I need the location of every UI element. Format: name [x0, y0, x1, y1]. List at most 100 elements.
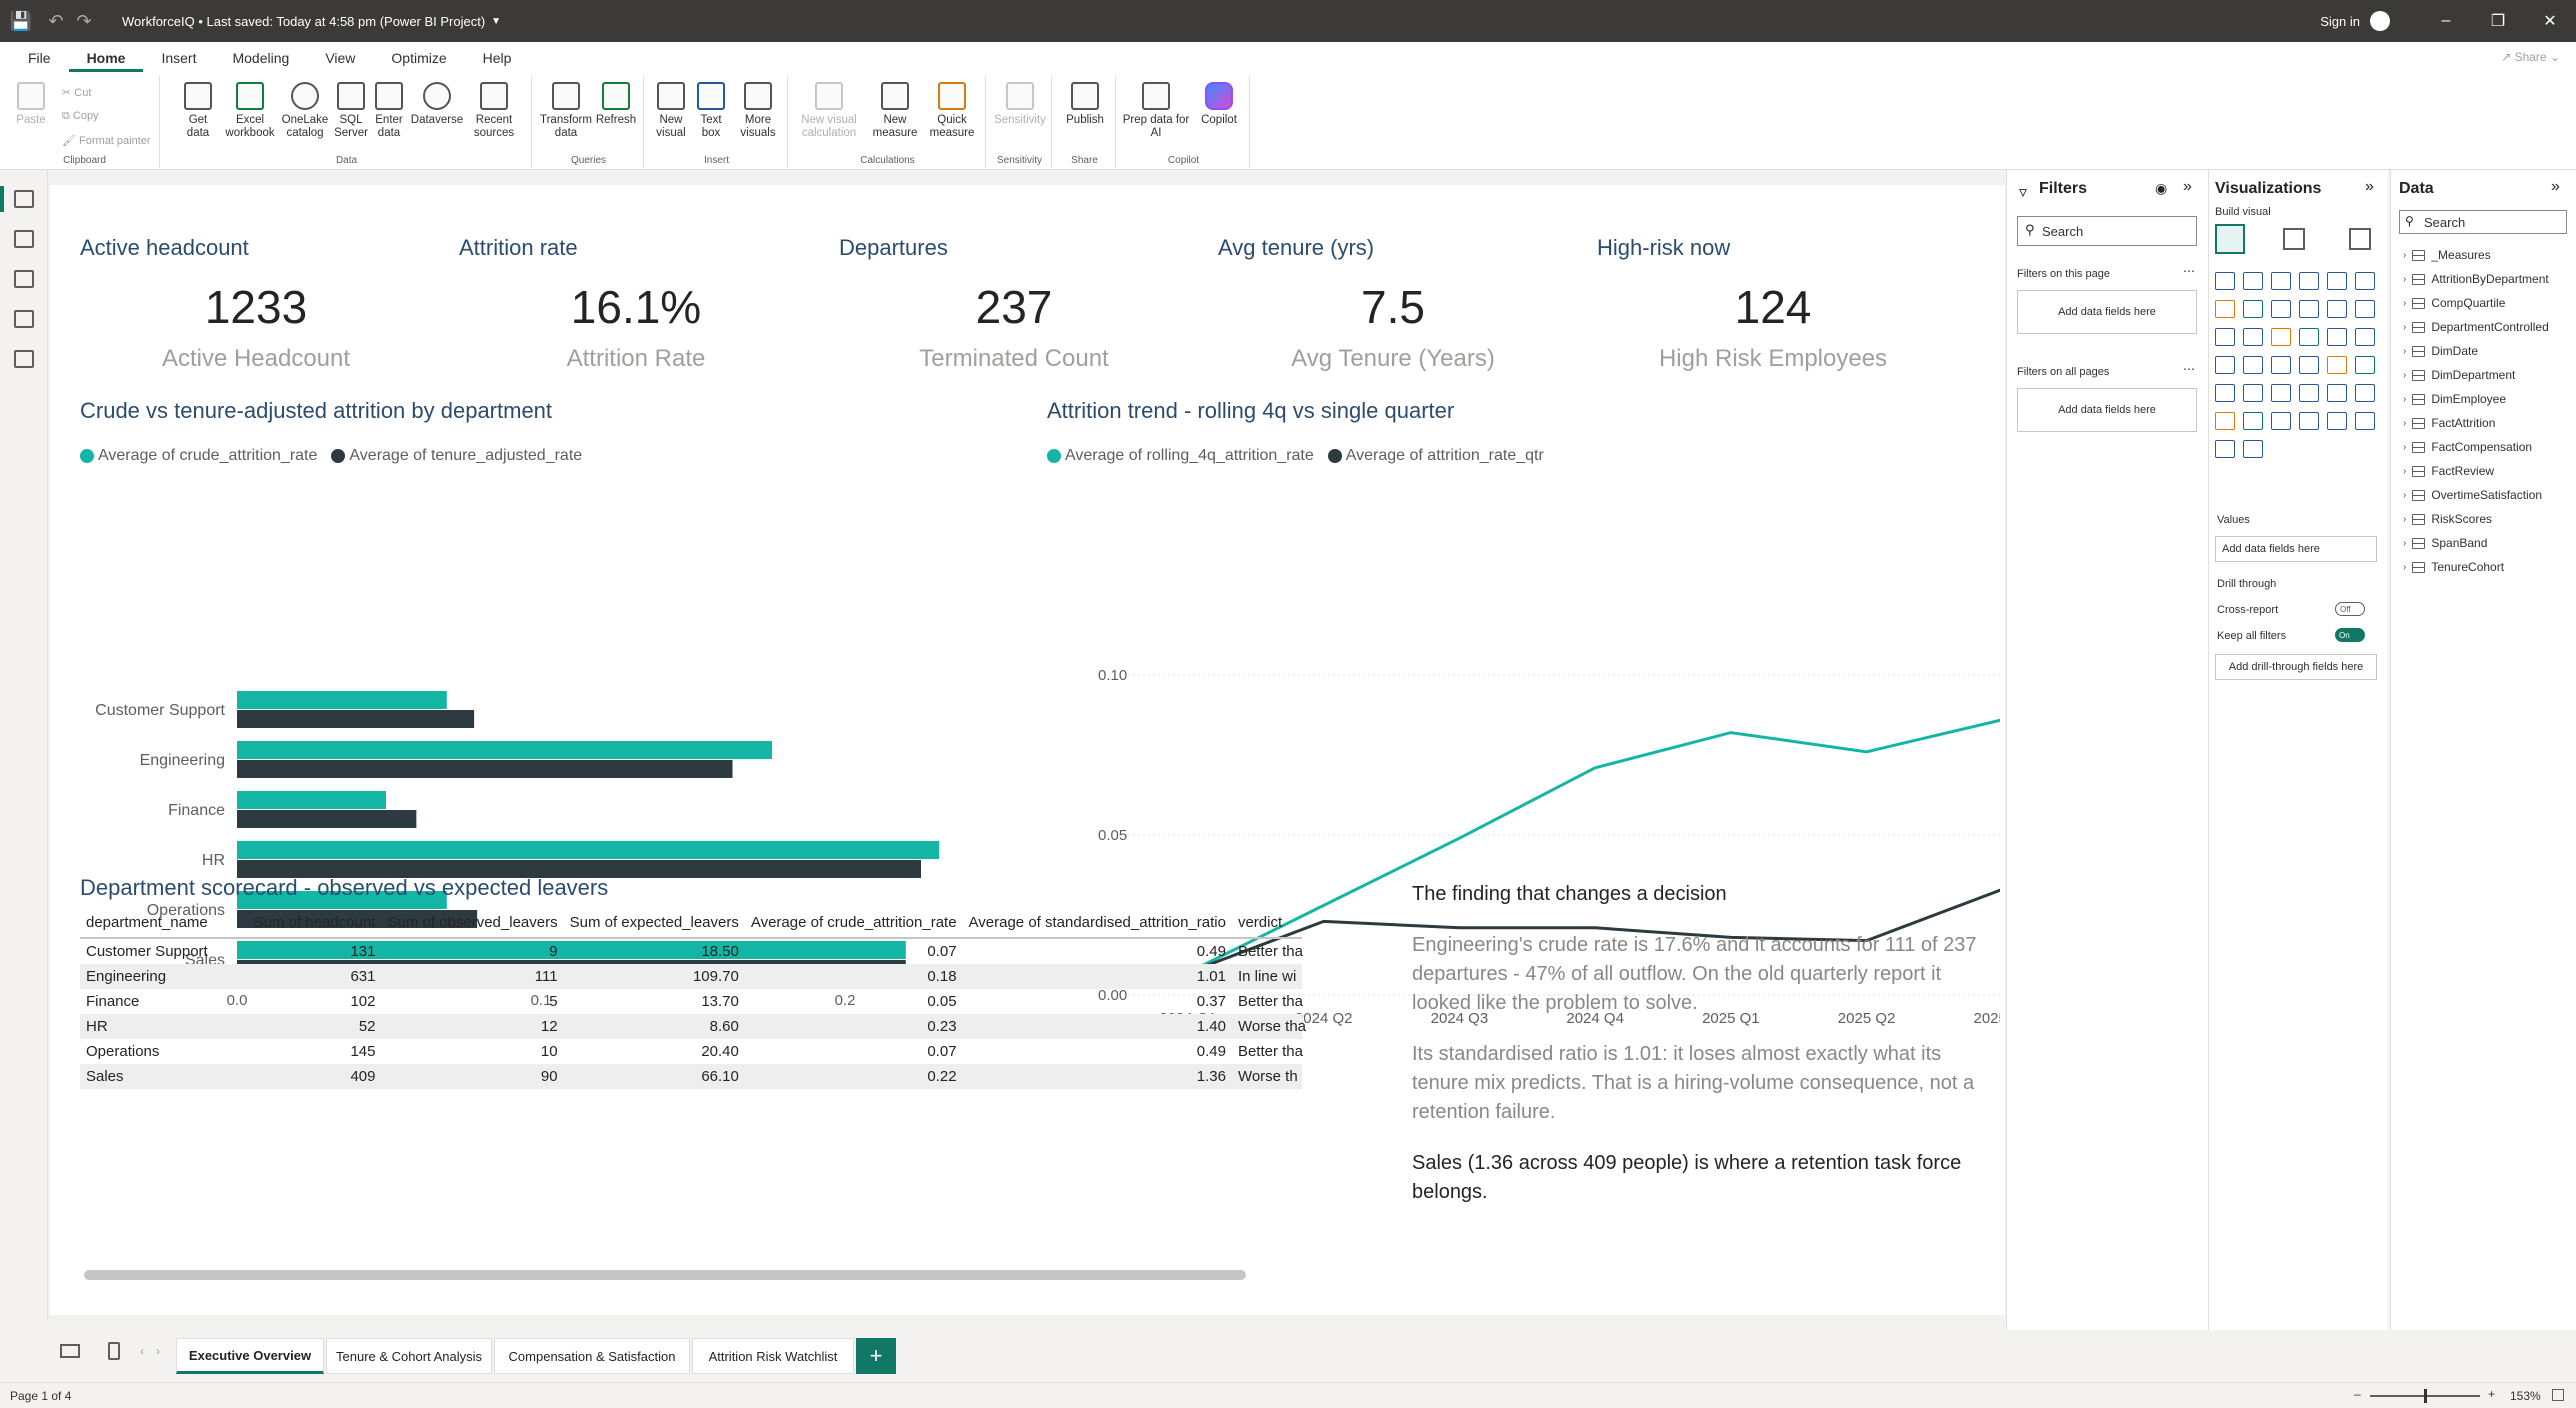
- narrative-text-box[interactable]: The finding that changes a decision Engi…: [1412, 880, 1982, 1229]
- table-row[interactable]: Customer Support 131 9 18.50 0.07 0.49 Better …: [80, 938, 1303, 964]
- new-measure-button[interactable]: New measure: [870, 82, 920, 140]
- fit-page-icon[interactable]: [2552, 1389, 2564, 1401]
- visual-type-icon[interactable]: [2271, 356, 2291, 374]
- more-options-icon[interactable]: ⋯: [2183, 264, 2195, 278]
- visual-type-icon[interactable]: [2271, 384, 2291, 402]
- expand-chevron-icon[interactable]: ›: [2403, 441, 2407, 453]
- new-visual-button[interactable]: New visual: [654, 82, 688, 140]
- avatar-icon[interactable]: [2370, 11, 2390, 31]
- visual-type-icon[interactable]: [2355, 328, 2375, 346]
- get-data-button[interactable]: Get data: [178, 82, 218, 140]
- visual-type-icon[interactable]: [2215, 412, 2235, 430]
- visual-type-icon[interactable]: [2299, 328, 2319, 346]
- visual-type-icon[interactable]: [2355, 272, 2375, 290]
- field-table-item[interactable]: › FactAttrition: [2403, 416, 2495, 430]
- prev-page-icon[interactable]: ‹: [140, 1344, 144, 1358]
- visual-type-icon[interactable]: [2271, 412, 2291, 430]
- visual-type-icon[interactable]: [2243, 356, 2263, 374]
- legend-item-rolling[interactable]: Average of rolling_4q_attrition_rate: [1047, 447, 1314, 465]
- filters-page-drop-zone[interactable]: Add data fields here: [2017, 290, 2197, 334]
- visual-type-icon[interactable]: [2327, 412, 2347, 430]
- table-row[interactable]: Finance 102 5 13.70 0.05 0.37 Better tha: [80, 989, 1303, 1014]
- expand-chevron-icon[interactable]: ›: [2403, 273, 2407, 285]
- visual-type-icon[interactable]: [2243, 328, 2263, 346]
- visual-type-icon[interactable]: [2243, 300, 2263, 318]
- col-header-crude-rate[interactable]: Average of crude_attrition_rate: [744, 908, 963, 939]
- tmdl-view-icon[interactable]: [14, 350, 34, 368]
- visual-type-icon[interactable]: [2327, 272, 2347, 290]
- expand-chevron-icon[interactable]: ›: [2403, 249, 2407, 261]
- menu-optimize[interactable]: Optimize: [391, 50, 447, 66]
- kpi-value-departures[interactable]: 237: [975, 281, 1053, 333]
- visual-type-icon[interactable]: [2243, 412, 2263, 430]
- visual-type-icon[interactable]: [2355, 384, 2375, 402]
- quick-measure-button[interactable]: Quick measure: [924, 82, 980, 140]
- desktop-layout-icon[interactable]: [60, 1344, 80, 1358]
- kpi-value-active-headcount[interactable]: 1233: [204, 281, 308, 333]
- visual-type-icon[interactable]: [2243, 272, 2263, 290]
- visual-type-icon[interactable]: [2327, 356, 2347, 374]
- table-row[interactable]: Operations 145 10 20.40 0.07 0.49 Better tha: [80, 1039, 1303, 1064]
- visual-type-icon[interactable]: [2299, 384, 2319, 402]
- build-visual-tab-icon[interactable]: [2215, 224, 2245, 254]
- collapse-data-icon[interactable]: »: [2551, 178, 2560, 195]
- eye-icon[interactable]: ◉: [2155, 180, 2168, 196]
- visual-type-icon[interactable]: [2327, 328, 2347, 346]
- publish-button[interactable]: Publish: [1062, 82, 1108, 127]
- drill-through-drop-zone[interactable]: Add drill-through fields here: [2215, 654, 2377, 680]
- menu-file[interactable]: File: [28, 50, 51, 66]
- visual-type-icon[interactable]: [2215, 356, 2235, 374]
- collapse-filters-icon[interactable]: »: [2183, 178, 2192, 195]
- menu-help[interactable]: Help: [482, 50, 512, 66]
- restore-icon[interactable]: ❐: [2490, 13, 2506, 30]
- field-table-item[interactable]: › SpanBand: [2403, 536, 2487, 550]
- collapse-viz-icon[interactable]: »: [2365, 178, 2374, 195]
- more-options-icon[interactable]: ⋯: [2183, 362, 2195, 376]
- zoom-slider[interactable]: [2370, 1389, 2480, 1403]
- visual-type-icon[interactable]: [2355, 356, 2375, 374]
- expand-chevron-icon[interactable]: ›: [2403, 513, 2407, 525]
- table-view-icon[interactable]: [14, 230, 34, 248]
- col-header-headcount[interactable]: Sum of headcount: [247, 908, 382, 939]
- visual-type-icon[interactable]: [2271, 272, 2291, 290]
- page-tab-executive-overview[interactable]: Executive Overview: [176, 1338, 324, 1374]
- filters-search-input[interactable]: Search: [2017, 216, 2197, 246]
- field-table-item[interactable]: › AttritionByDepartment: [2403, 272, 2549, 286]
- scorecard-table[interactable]: department_name Sum of headcount Sum of …: [80, 908, 1380, 1089]
- zoom-in-icon[interactable]: +: [2488, 1387, 2496, 1401]
- kpi-value-avg-tenure[interactable]: 7.5: [1361, 281, 1425, 333]
- redo-icon[interactable]: ↷: [76, 10, 92, 31]
- share-button[interactable]: ↗ Share ⌄: [2501, 50, 2560, 64]
- visual-type-icon[interactable]: [2243, 440, 2263, 458]
- field-table-item[interactable]: › DepartmentControlled: [2403, 320, 2549, 334]
- copy-button[interactable]: ⧉ Copy: [62, 110, 99, 122]
- onelake-catalog-button[interactable]: OneLake catalog: [276, 82, 334, 140]
- visual-type-icon[interactable]: [2327, 384, 2347, 402]
- expand-chevron-icon[interactable]: ›: [2403, 417, 2407, 429]
- data-search-input[interactable]: Search: [2399, 210, 2567, 234]
- menu-view[interactable]: View: [325, 50, 356, 66]
- col-header-verdict[interactable]: verdict: [1231, 908, 1302, 939]
- field-table-item[interactable]: › DimEmployee: [2403, 392, 2506, 406]
- field-table-item[interactable]: › DimDate: [2403, 344, 2478, 358]
- zoom-level[interactable]: 153%: [2510, 1389, 2541, 1403]
- kpi-value-attrition-rate[interactable]: 16.1%: [570, 281, 702, 333]
- sql-server-button[interactable]: SQL Server: [334, 82, 368, 140]
- col-header-std-ratio[interactable]: Average of standardised_attrition_ratio: [962, 908, 1232, 939]
- visual-type-icon[interactable]: [2243, 384, 2263, 402]
- window-title[interactable]: WorkforceIQ • Last saved: Today at 4:58 …: [122, 13, 486, 29]
- values-drop-zone[interactable]: Add data fields here: [2215, 536, 2377, 562]
- visual-type-icon[interactable]: [2299, 300, 2319, 318]
- format-visual-tab-icon[interactable]: [2283, 228, 2305, 250]
- analytics-tab-icon[interactable]: [2349, 228, 2371, 250]
- page-tab-risk-watchlist[interactable]: Attrition Risk Watchlist: [692, 1338, 854, 1374]
- table-row[interactable]: Engineering 631 111 109.70 0.18 1.01 In line w…: [80, 964, 1302, 989]
- field-table-item[interactable]: › _Measures: [2403, 248, 2491, 262]
- field-table-item[interactable]: › CompQuartile: [2403, 296, 2505, 310]
- visual-type-icon[interactable]: [2299, 272, 2319, 290]
- field-table-item[interactable]: › FactCompensation: [2403, 440, 2532, 454]
- zoom-out-icon[interactable]: –: [2354, 1387, 2361, 1401]
- table-horizontal-scrollbar[interactable]: [84, 1270, 1246, 1280]
- undo-icon[interactable]: ↶: [48, 10, 64, 31]
